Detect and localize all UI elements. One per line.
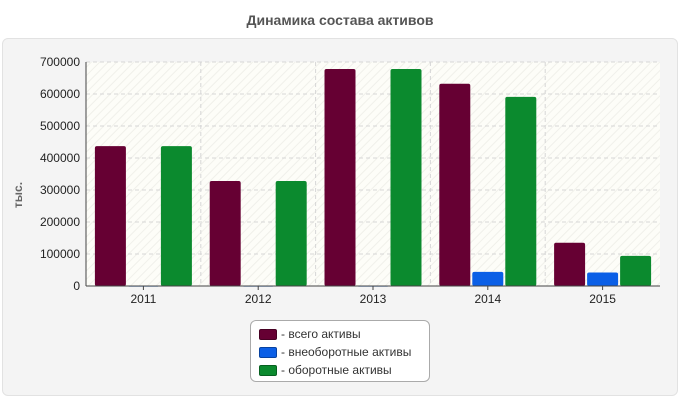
legend: - всего активы - внеоборотные активы - о…	[250, 320, 430, 382]
axes	[85, 62, 660, 290]
y-tick-label: 500000	[40, 119, 80, 133]
y-tick-label: 300000	[40, 183, 80, 197]
bar	[439, 83, 471, 286]
bar	[620, 255, 652, 286]
legend-label-noncurrent: - внеоборотные активы	[281, 345, 412, 359]
bar	[324, 69, 356, 286]
y-tick-label: 100000	[40, 247, 80, 261]
legend-item-current[interactable]: - оборотные активы	[259, 361, 421, 379]
y-tick-label: 600000	[40, 87, 80, 101]
x-tick-label: 2015	[589, 292, 616, 306]
x-tick-label: 2011	[130, 292, 156, 306]
bar	[390, 69, 422, 286]
y-axis-label: тыс.	[11, 181, 25, 209]
grid	[86, 61, 660, 286]
x-tick-label: 2014	[474, 292, 501, 306]
bar	[505, 96, 537, 286]
y-tick-label: 200000	[40, 215, 80, 229]
x-tick-label: 2013	[360, 292, 387, 306]
legend-swatch-noncurrent	[259, 346, 277, 358]
tick-labels: 0 100000 200000 300000 400000 500000 600000 700…	[40, 55, 616, 306]
bars	[94, 69, 652, 287]
legend-label-total: - всего активы	[281, 327, 361, 341]
legend-swatch-current	[259, 364, 277, 376]
legend-label-current: - оборотные активы	[281, 363, 392, 377]
bar	[554, 242, 586, 286]
y-tick-label: 0	[73, 279, 80, 293]
bar	[160, 146, 192, 286]
bar	[94, 146, 126, 286]
legend-item-noncurrent[interactable]: - внеоборотные активы	[259, 343, 421, 361]
bar	[209, 181, 241, 286]
y-tick-label: 700000	[40, 55, 80, 69]
bar	[472, 271, 504, 286]
bar	[587, 272, 619, 286]
y-tick-label: 400000	[40, 151, 80, 165]
bar	[275, 181, 307, 286]
x-tick-label: 2012	[245, 292, 272, 306]
legend-swatch-total	[259, 328, 277, 340]
chart-title: Динамика состава активов	[246, 12, 434, 28]
legend-item-total[interactable]: - всего активы	[259, 325, 421, 343]
